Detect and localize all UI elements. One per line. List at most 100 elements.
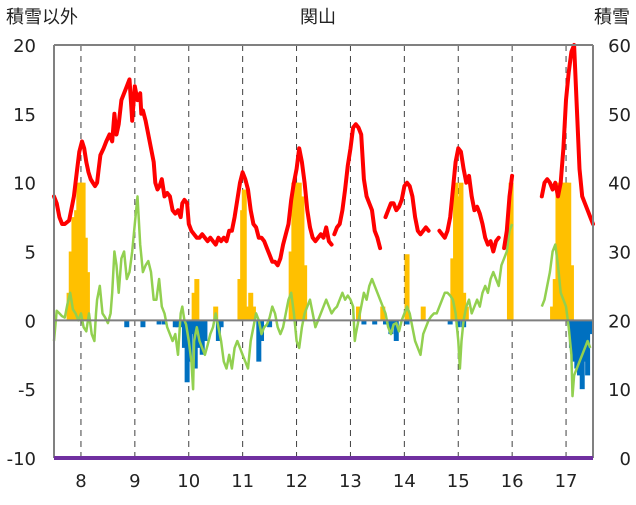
negative-bar bbox=[577, 320, 583, 376]
negative-bar bbox=[382, 320, 388, 325]
snow-depth-line bbox=[383, 180, 431, 237]
x-tick-label: 16 bbox=[501, 471, 524, 492]
negative-bar bbox=[197, 320, 203, 348]
chart-title: 関山 bbox=[300, 7, 336, 28]
x-tick-label: 15 bbox=[447, 471, 470, 492]
negative-bar bbox=[587, 320, 593, 335]
negative-bar bbox=[199, 320, 205, 355]
positive-bar bbox=[241, 189, 247, 321]
x-tick-label: 10 bbox=[177, 471, 200, 492]
x-tick-label: 9 bbox=[129, 471, 140, 492]
negative-bar bbox=[568, 320, 574, 348]
left-tick-label: 10 bbox=[13, 174, 36, 195]
positive-bar bbox=[299, 196, 305, 321]
positive-bar bbox=[191, 292, 197, 321]
left-tick-label: 5 bbox=[25, 243, 36, 264]
negative-bar bbox=[218, 320, 224, 328]
positive-bar bbox=[288, 251, 294, 321]
negative-bar bbox=[175, 320, 181, 328]
snow-depth-line bbox=[502, 173, 515, 251]
positive-bar bbox=[461, 292, 467, 321]
left-tick-label: 20 bbox=[13, 36, 36, 57]
right-tick-label: 10 bbox=[608, 380, 631, 401]
positive-bar bbox=[463, 306, 469, 321]
green-series-line bbox=[540, 243, 592, 398]
negative-bar bbox=[202, 320, 208, 341]
right-axis-title: 積雪 bbox=[594, 7, 630, 28]
left-tick-label: -10 bbox=[7, 449, 36, 470]
x-tick-label: 11 bbox=[231, 471, 254, 492]
negative-bar bbox=[372, 320, 378, 325]
positive-bar bbox=[84, 272, 90, 321]
positive-bar bbox=[563, 182, 569, 321]
negative-bar bbox=[582, 320, 588, 362]
negative-bar bbox=[172, 320, 178, 328]
positive-bar bbox=[555, 182, 561, 321]
left-tick-label: 0 bbox=[25, 311, 36, 332]
x-tick-label: 17 bbox=[555, 471, 578, 492]
negative-bar bbox=[455, 320, 461, 328]
positive-bar bbox=[237, 279, 243, 321]
negative-bar bbox=[161, 320, 167, 325]
negative-bar bbox=[256, 320, 262, 362]
negative-bar bbox=[388, 320, 394, 335]
negative-bar bbox=[585, 320, 591, 376]
positive-bar bbox=[244, 306, 250, 321]
positive-bar bbox=[455, 196, 461, 321]
positive-bar bbox=[356, 306, 362, 321]
right-tick-label: 40 bbox=[608, 174, 631, 195]
negative-bar bbox=[393, 320, 399, 341]
negative-bar bbox=[156, 320, 162, 325]
right-tick-label: 60 bbox=[608, 36, 631, 57]
positive-bar bbox=[294, 182, 300, 321]
snow-depth-line bbox=[437, 146, 501, 254]
right-tick-label: 30 bbox=[608, 243, 631, 264]
negative-bar bbox=[184, 320, 190, 383]
positive-bar bbox=[560, 182, 566, 321]
series-lines bbox=[52, 43, 595, 398]
axes-frame bbox=[53, 44, 594, 460]
positive-bar bbox=[453, 182, 459, 321]
positive-bar bbox=[68, 251, 74, 321]
left-tick-label: 15 bbox=[13, 105, 36, 126]
negative-bar bbox=[181, 320, 187, 348]
positive-bar bbox=[248, 292, 254, 321]
x-tick-label: 13 bbox=[339, 471, 362, 492]
positive-bar bbox=[194, 279, 200, 321]
x-tick-label: 8 bbox=[75, 471, 86, 492]
left-tick-label: -5 bbox=[18, 380, 36, 401]
positive-bar bbox=[296, 182, 302, 321]
positive-bar bbox=[450, 258, 456, 321]
positive-bar bbox=[566, 182, 572, 321]
positive-bar bbox=[508, 182, 514, 321]
x-tick-label: 14 bbox=[393, 471, 416, 492]
right-tick-label: 50 bbox=[608, 105, 631, 126]
x-tick-label: 12 bbox=[285, 471, 308, 492]
negative-bar bbox=[140, 320, 146, 328]
snow-depth-line bbox=[332, 122, 383, 251]
negative-bar bbox=[574, 320, 580, 369]
positive-bar bbox=[71, 217, 77, 321]
negative-bar bbox=[267, 320, 273, 328]
negative-bar bbox=[124, 320, 130, 328]
positive-bar bbox=[568, 265, 574, 321]
positive-bar bbox=[458, 182, 464, 321]
positive-bar bbox=[250, 306, 256, 321]
negative-bar bbox=[447, 320, 453, 325]
positive-bar bbox=[291, 182, 297, 321]
negative-bar bbox=[571, 320, 577, 362]
negative-bar bbox=[361, 320, 367, 325]
right-tick-label: 0 bbox=[620, 449, 631, 470]
positive-bar bbox=[550, 306, 556, 321]
positive-bar bbox=[558, 182, 564, 321]
negative-bar bbox=[190, 320, 196, 335]
negative-bar bbox=[404, 320, 410, 325]
snow-depth-line bbox=[539, 43, 595, 226]
positive-bar bbox=[420, 306, 426, 321]
green-series-line bbox=[52, 195, 514, 391]
right-tick-label: 20 bbox=[608, 311, 631, 332]
left-axis-title: 積雪以外 bbox=[6, 7, 78, 28]
